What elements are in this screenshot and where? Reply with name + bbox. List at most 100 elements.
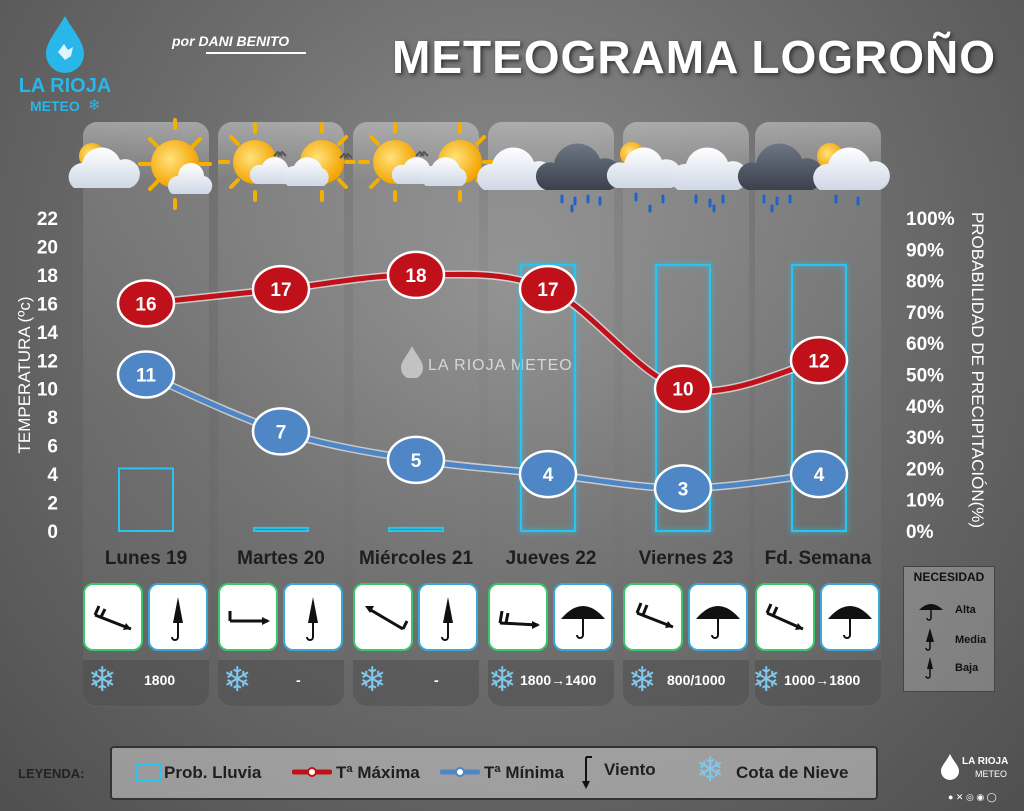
data-label: 17 [537, 280, 558, 301]
umbrella-media-icon [925, 628, 934, 651]
data-point [251, 264, 311, 314]
umbrella-box [553, 583, 613, 651]
snow-row [353, 660, 479, 706]
umbrella-alta-icon [561, 606, 605, 639]
wind-arrow-icon [498, 610, 540, 629]
wind-arrow-icon [228, 611, 270, 625]
snow-row [755, 660, 881, 706]
snow-level: - [296, 672, 301, 688]
umbrella-alta-icon [828, 606, 872, 639]
y-tick-label: 20 [37, 237, 58, 258]
legend-tmax: Tª Máxima [336, 763, 420, 782]
need-alta: Alta [955, 604, 976, 616]
data-label: 4 [543, 465, 554, 486]
y-tick-label: 2 [47, 494, 58, 515]
day-label: Fd. Semana [764, 548, 872, 569]
byline: por DANI BENITO [172, 33, 290, 49]
snow-level: 800/1000 [667, 672, 726, 688]
watermark: LA RIOJA METEO [428, 357, 573, 374]
sun-rain-icon [813, 143, 890, 206]
snow-row [83, 660, 209, 706]
wind-box [218, 583, 278, 651]
logo-sub: METEO [30, 98, 80, 114]
snow-level: 1800 [144, 672, 176, 688]
day-label: Viernes 23 [638, 548, 734, 569]
series-line [143, 271, 822, 394]
y-tick-label: 6 [47, 437, 58, 458]
wind-arrow-icon [365, 606, 409, 631]
snow-level: - [434, 672, 439, 688]
legend-tmin: Tª Mínima [484, 763, 564, 782]
y-right-tick-label: 60% [906, 334, 944, 355]
sun-cloud-icon [138, 118, 213, 210]
umbrella-baja-icon [925, 657, 933, 679]
rain-cloud-icon [671, 147, 748, 213]
data-label: 18 [405, 266, 426, 287]
snowflake-icon: ❄ [628, 661, 657, 699]
precip-bar [253, 526, 309, 532]
legend-snow: Cota de Nieve [736, 763, 849, 782]
weather-icons-row [68, 118, 890, 213]
data-label: 17 [270, 280, 291, 301]
y-right-tick-label: 20% [906, 459, 944, 480]
y-right-tick-label: 100% [906, 209, 955, 230]
wind-box [488, 583, 548, 651]
y-right-axis-title: PROBABILIDAD DE PRECIPITACIÓN(%) [968, 212, 987, 528]
y-tick-label: 16 [37, 294, 58, 315]
byline-underline [206, 52, 306, 54]
umbrella-box [418, 583, 478, 651]
y-right-tick-label: 0% [906, 522, 934, 543]
legend-tmin-swatch [440, 767, 480, 777]
data-point [386, 435, 446, 485]
umbrella-media-icon [306, 597, 318, 641]
snowflake-icon: ❄ [358, 661, 387, 699]
need-media: Media [955, 634, 987, 646]
data-label: 11 [136, 366, 157, 387]
page-title: METEOGRAMA LOGROÑO [392, 31, 997, 83]
umbrella-box [283, 583, 343, 651]
day-label: Jueves 22 [505, 548, 597, 569]
need-legend [903, 566, 995, 692]
umbrella-media-icon [171, 597, 183, 641]
cloud-icon [477, 147, 554, 190]
umbrella-box [148, 583, 208, 651]
y-tick-label: 10 [37, 380, 58, 401]
legend-label: LEYENDA: [18, 766, 85, 781]
data-point [789, 449, 849, 499]
precip-bar [388, 526, 444, 532]
footer-logo-name: LA RIOJA [962, 756, 1009, 767]
y-right-tick-label: 10% [906, 491, 944, 512]
data-point [116, 350, 176, 399]
snow-row [488, 660, 614, 706]
wind-arrow-icon [765, 603, 804, 631]
footer-logo-drop-icon [941, 754, 959, 780]
data-label: 5 [411, 451, 422, 472]
umbrella-media-icon [441, 597, 453, 641]
precip-bar [118, 467, 174, 532]
need-baja: Baja [955, 662, 979, 674]
sun-haze-icon [421, 122, 494, 202]
day-label: Miércoles 21 [358, 548, 474, 569]
data-point [653, 364, 713, 413]
snow-row [623, 660, 749, 706]
snow-row [218, 660, 344, 706]
umbrella-alta-icon [919, 604, 943, 621]
data-label: 12 [808, 351, 829, 372]
data-label: 4 [814, 465, 825, 486]
y-tick-label: 14 [37, 323, 59, 344]
logo-drop-icon [46, 16, 84, 73]
data-point [116, 279, 176, 328]
logo-snowflake-icon: ❄ [88, 97, 101, 114]
snowflake-icon: ❄ [223, 661, 252, 699]
y-right-tick-label: 70% [906, 303, 944, 324]
umbrella-box [820, 583, 880, 651]
footer-logo-sub: METEO [975, 769, 1008, 779]
watermark-drop-icon [401, 346, 423, 378]
y-tick-label: 18 [37, 266, 58, 287]
wind-arrow-icon [93, 605, 132, 631]
snow-level: 1800→1400 [520, 672, 597, 688]
legend-rain: Prob. Lluvia [164, 763, 262, 782]
legend-snowflake-icon: ❄ [696, 751, 725, 789]
